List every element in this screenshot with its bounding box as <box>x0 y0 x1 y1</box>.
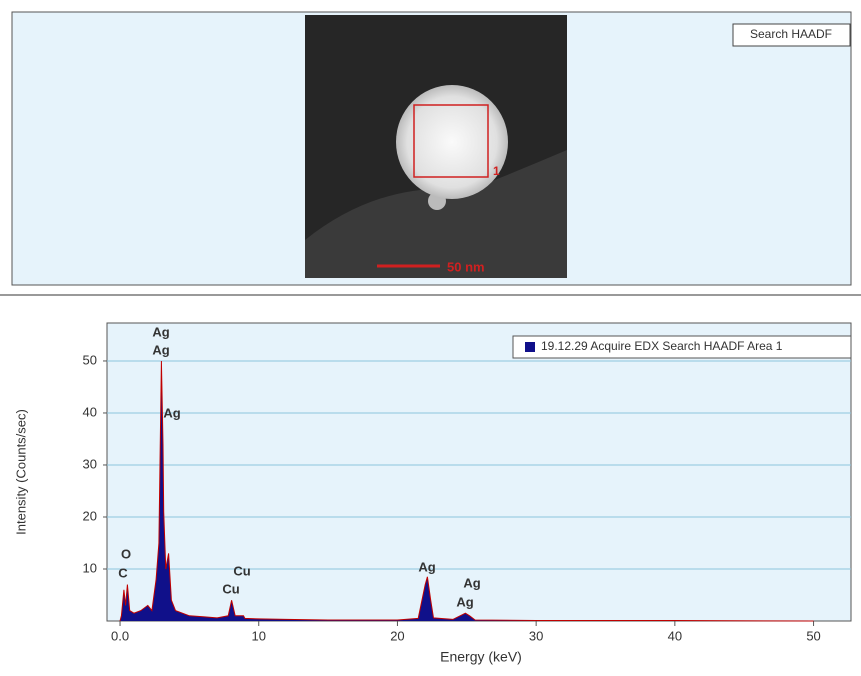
peak-label: Cu <box>233 563 250 578</box>
peak-label: Ag <box>456 594 473 609</box>
y-tick-label: 30 <box>83 456 97 471</box>
peak-label: Ag <box>163 405 180 420</box>
x-axis-label: Energy (keV) <box>440 649 522 665</box>
particle <box>396 85 508 199</box>
peak-label: O <box>121 546 131 561</box>
y-tick-label: 10 <box>83 560 97 575</box>
peak-label: Ag <box>152 342 169 357</box>
x-tick-label: 20 <box>390 628 404 643</box>
peak-label: Cu <box>222 581 239 596</box>
x-tick-label: 50 <box>806 628 820 643</box>
roi-label: 1 <box>493 164 500 178</box>
scale-bar-label: 50 nm <box>447 259 485 274</box>
x-tick-label: 40 <box>668 628 682 643</box>
y-axis-label: Intensity (Counts/sec) <box>13 409 28 535</box>
x-tick-label: 0.0 <box>111 628 129 643</box>
peak-label: Ag <box>152 324 169 339</box>
screen: 1 50 nm Search HAADF Energy (keV) Intens… <box>0 0 861 671</box>
peak-label: C <box>118 565 128 580</box>
y-tick-label: 50 <box>83 352 97 367</box>
legend-label: 19.12.29 Acquire EDX Search HAADF Area 1 <box>541 339 783 353</box>
x-tick-label: 10 <box>252 628 266 643</box>
page: 1 50 nm Search HAADF Energy (keV) Intens… <box>0 0 861 676</box>
y-tick-label: 20 <box>83 508 97 523</box>
legend-swatch <box>525 342 535 352</box>
x-tick-label: 30 <box>529 628 543 643</box>
search-button-label[interactable]: Search HAADF <box>750 27 832 41</box>
peak-label: Ag <box>418 559 435 574</box>
y-tick-label: 40 <box>83 404 97 419</box>
peak-label: Ag <box>463 575 480 590</box>
